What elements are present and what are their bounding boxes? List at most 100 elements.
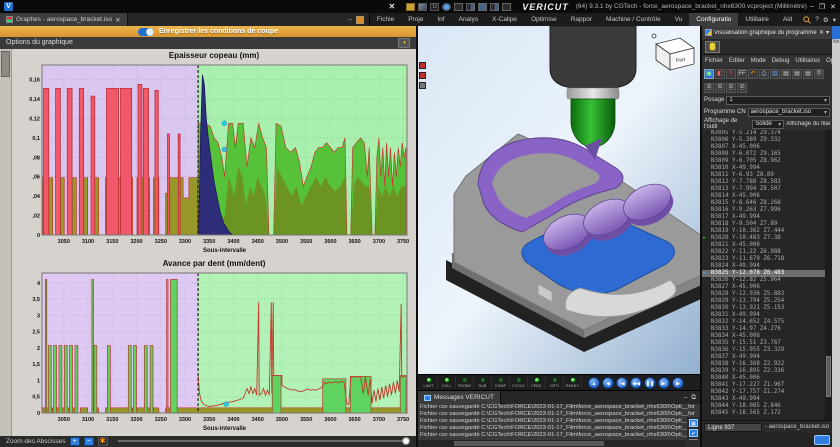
gcode-scroll-thumb[interactable] [826,356,831,397]
graph-restore-icon[interactable] [355,15,364,24]
layout-custom-icon[interactable] [502,2,512,11]
gcode-line[interactable]: N3844 Y-18.085 Z.846 [711,403,781,409]
menu-fichie[interactable]: Fichie [376,16,395,23]
gcode-line[interactable]: N3818 Y-9.504 Z7.89 [711,221,778,227]
gcode-line[interactable]: N3832 Y-14.652 Z4.575 [711,319,785,325]
graph-tab-close-icon[interactable]: ✕ [115,16,121,24]
bottom-blue-button[interactable] [814,435,830,445]
gcode-line[interactable]: N3807 X-45.006 [711,144,760,150]
zoom-in-button[interactable]: + [69,436,80,446]
program-menu-debug[interactable]: Debug [771,58,790,64]
gcode-line[interactable]: N3808 Y-6.072 Z9.165 [711,151,781,157]
file-icon[interactable]: 🗎 [814,69,824,79]
tab-messages-vericut[interactable]: Messages VERICUT [418,391,501,404]
menu-x-calipe[interactable]: X-Calipe [492,16,518,23]
charts-scroll-thumb[interactable] [1,50,10,77]
gcode-line[interactable]: N3834 X-45.006 [711,333,760,339]
play-button[interactable]: ▶ [672,376,684,389]
gcode-scrollbar[interactable] [825,130,832,420]
program-menu-fichier[interactable]: Fichier [705,58,724,64]
gcode-line[interactable]: N3810 X-49.994 [711,165,760,171]
gcode-line[interactable]: N3827 X-45.006 [711,284,760,290]
menu-utilitaire[interactable]: Utilitaire [745,16,769,23]
dock-red-icon-1[interactable] [419,62,426,69]
gcode-line[interactable]: N3819 Y-10.362 Z7.444 [711,228,785,234]
gcode-line[interactable]: N3809 Y-6.705 Z8.962 [711,158,781,164]
gcode-line[interactable]: N3845 Y-18.565 Z.172 [711,410,781,416]
undo-icon[interactable]: ↶ [748,69,758,79]
messages-minimize-icon[interactable]: – [683,393,688,401]
gcode-line[interactable]: N3829 Y-13.794 Z5.254 [711,298,785,304]
reset-model-icon[interactable]: U [430,2,440,11]
program-menu-mode[interactable]: Mode [750,58,766,64]
doc-icon-2[interactable]: 🗎 [715,82,725,93]
program-tab-close-icon[interactable]: ✕ [818,30,824,36]
gcode-line[interactable]: N3840 X-45.006 [711,375,760,381]
tool-display-select[interactable]: Solide ▾ [752,119,785,129]
graph-window-close-button[interactable]: ✕ [388,2,396,11]
zoom-out-button[interactable]: − [83,436,94,446]
menu-vu[interactable]: Vu [674,16,683,23]
gcode-line[interactable]: N3806 Y-5.389 Z9.332 [711,137,781,143]
doc-icon-1[interactable]: 🗎 [704,82,714,93]
step-back-button[interactable]: ◀ [602,376,614,389]
line-number-field[interactable]: Ligne 937 [704,422,762,432]
graph-options-bar[interactable]: Options du graphique ◑ [0,37,416,49]
tab-program-visualisation[interactable]: Visualisation graphique du programme ✕ ▾ [702,26,832,39]
save-cut-conditions-bar[interactable]: Enregistrer les conditions de coupe [0,26,416,38]
messages-body[interactable]: Fichier csv sauvegardé C:\CGTech\FORCE\2… [418,404,700,440]
edit-flag-icon[interactable]: ✎ [726,69,736,79]
info-icon[interactable] [442,2,452,11]
gear-icon[interactable]: ⚙ [822,16,829,24]
gcode-line[interactable]: N3824 X-49.994 [711,263,760,269]
gcode-line[interactable]: N3812 Y-7.788 Z8.583 [711,179,781,185]
display-program-icon[interactable]: ▣ [704,69,714,79]
layout-wide-icon[interactable] [490,2,500,11]
minimize-button[interactable]: – [809,2,814,10]
charts-vertical-scrollbar[interactable] [0,48,12,436]
gcode-line[interactable]: N3823 Y-11.679 Z6.718 [711,256,785,262]
layout-split-icon[interactable] [466,2,476,11]
pause-button[interactable]: ❚❚ [644,376,656,389]
chart-canvas[interactable]: 0,16 0,14 0,12 0,1 ,08 ,06 ,04 ,02 0 3050 3100 3150… [14,61,412,254]
gcode-line[interactable]: N3814 X-45.006 [711,193,760,199]
gcode-line[interactable]: ► N3825 Y-12.078 Z6.483 [702,270,832,277]
menu-machine-contr-le[interactable]: Machine / Contrôle [606,16,661,23]
maximize-button[interactable]: ❐ [818,3,826,11]
viewport-3d[interactable]: Part [418,26,700,374]
edit-tools-icon[interactable] [418,2,428,11]
gcode-line[interactable]: N3833 Y-14.97 Z4.276 [711,326,781,332]
to-end-button[interactable]: ▶| [658,376,670,389]
messages-hscrollbar[interactable] [418,440,686,447]
dock-red-icon-2[interactable] [419,72,426,79]
gcode-line[interactable]: N3839 Y-16.895 Z2.336 [711,368,785,374]
to-start-button[interactable]: |◀ [616,376,628,389]
gcode-line[interactable]: N3828 Y-12.936 Z5.883 [711,291,785,297]
gcode-line[interactable]: ► N3820 Y-10.483 Z7.38 [703,235,781,241]
messages-hscroll-thumb[interactable] [454,441,604,446]
program-menu-editer[interactable]: Editer [729,58,745,64]
gcode-line[interactable]: N3837 X-49.994 [711,354,760,360]
menu-proje[interactable]: Proje [408,16,424,23]
gcode-line[interactable]: N3813 Y-7.994 Z8.507 [711,186,781,192]
monitor-icon-1[interactable]: ▤ [781,69,791,79]
gcode-line[interactable]: N3838 Y-16.368 Z2.922 [711,361,785,367]
chart-canvas[interactable]: 4 3,5 3 2,5 2 1,5 1 0,5 0 3050 3100 3150 3200 3250 330… [14,269,412,432]
zoom-slider-knob[interactable] [402,437,410,446]
mouse-tool-button[interactable] [705,40,720,53]
graph-minimize-icon[interactable]: – [348,16,352,23]
rewind-button[interactable]: ◀◀ [630,376,642,389]
posage-select[interactable]: 1 ▾ [726,95,830,105]
zoom-reset-button[interactable]: ✱ [97,436,108,446]
dock-gray-icon[interactable] [419,82,426,89]
print-icon[interactable]: ⎙ [759,69,769,79]
save-cut-conditions-toggle[interactable] [137,27,154,36]
gcode-line[interactable]: N3811 Y-6.93 Z8.89 [711,172,774,178]
menu-configuratio[interactable]: Configuratio [689,13,739,26]
close-button[interactable]: ✕ [830,3,836,11]
gcode-line[interactable]: N3816 Y-9.263 Z7.996 [711,207,781,213]
menu-analys[interactable]: Analys [458,16,479,23]
eject-button[interactable]: ▲ [588,376,600,389]
monitor-icon-3[interactable]: ▤ [803,69,813,79]
menu-aid[interactable]: Aid [782,16,793,23]
